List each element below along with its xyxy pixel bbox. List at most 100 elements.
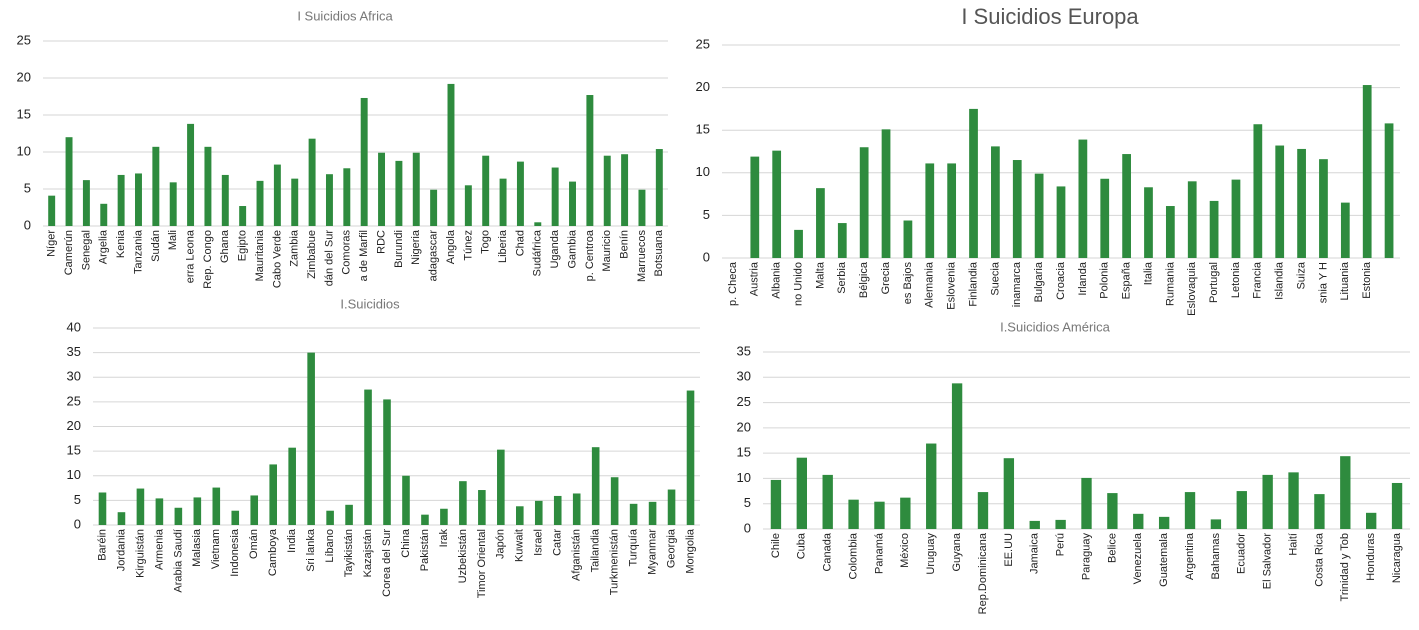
y-tick-label: 35: [67, 344, 81, 359]
bar: [1034, 173, 1044, 258]
x-tick-label: Honduras: [1365, 533, 1377, 581]
x-tick-label: Omán: [248, 529, 260, 559]
bar: [1340, 456, 1351, 529]
x-tick-label: Albania: [771, 261, 783, 299]
x-tick-label: Cabo Verde: [271, 230, 283, 288]
bar: [1236, 491, 1247, 529]
bar: [1122, 154, 1131, 258]
bar: [343, 168, 351, 226]
x-tick-label: Rep.Dominicana: [977, 532, 989, 614]
x-tick-label: Liberia: [497, 229, 509, 263]
x-tick-label: Botsuana: [653, 229, 665, 276]
bar: [1056, 186, 1066, 258]
y-tick-label: 5: [744, 495, 751, 510]
bar: [291, 178, 299, 226]
y-tick-label: 20: [696, 79, 710, 94]
bar: [947, 163, 957, 258]
y-tick-label: 5: [703, 207, 710, 222]
bar: [325, 174, 333, 226]
x-tick-label: Serbia: [836, 261, 848, 294]
x-tick-label: Italia: [1142, 261, 1154, 285]
x-tick-label: Jamaica: [1029, 532, 1041, 574]
y-tick-label: 25: [67, 393, 81, 408]
bar: [239, 206, 247, 226]
x-tick-label: Tayikistán: [343, 529, 355, 577]
bar: [499, 178, 507, 226]
x-tick-label: Eslovaquia: [1186, 261, 1198, 316]
x-tick-label: Islandia: [1274, 261, 1286, 300]
bar: [750, 156, 760, 258]
x-tick-label: es Bajos: [902, 262, 914, 305]
bar: [256, 180, 264, 226]
bar: [402, 475, 410, 525]
bar: [848, 499, 859, 529]
bar: [1210, 519, 1222, 529]
x-tick-label: Myanmar: [646, 529, 658, 575]
bar: [603, 155, 611, 226]
x-tick-label: El Salvador: [1262, 533, 1274, 590]
x-tick-label: Gambia: [566, 229, 578, 268]
x-tick-label: Ecuador: [1236, 533, 1248, 574]
x-tick-label: Malasia: [191, 528, 203, 567]
bar: [796, 457, 807, 529]
bar: [1209, 200, 1219, 258]
bar: [1275, 145, 1285, 258]
x-tick-label: p. Centroa: [584, 229, 596, 281]
x-tick-label: Eslovenia: [946, 261, 958, 310]
x-tick-label: Cuba: [796, 532, 808, 559]
bar: [925, 163, 935, 258]
bar: [1366, 512, 1377, 529]
bar: [770, 479, 782, 529]
x-tick-label: Timor Oriental: [476, 529, 488, 598]
x-tick-label: Alemania: [924, 261, 936, 308]
bar: [136, 488, 145, 525]
x-tick-label: Baréin: [96, 529, 108, 561]
y-tick-label: 10: [67, 467, 81, 482]
x-tick-label: Bélgica: [858, 261, 870, 298]
y-tick-label: 30: [67, 369, 81, 384]
chart-title: I.Suicidios: [340, 296, 400, 311]
x-tick-label: Haití: [1287, 533, 1299, 556]
x-tick-label: Argentina: [1184, 532, 1196, 580]
bar: [360, 97, 368, 226]
y-tick-label: 25: [696, 36, 710, 51]
x-tick-label: erra Leona: [184, 229, 196, 283]
bar: [951, 383, 963, 529]
x-tick-label: China: [400, 528, 412, 558]
bar: [378, 152, 386, 226]
bar: [1253, 124, 1263, 259]
bar: [383, 399, 391, 525]
bar: [1133, 513, 1144, 529]
y-tick-label: 15: [17, 106, 31, 121]
bar: [586, 95, 594, 227]
bar: [430, 189, 438, 226]
bar: [900, 497, 911, 529]
bar: [100, 203, 108, 226]
y-tick-label: 10: [17, 143, 31, 158]
bar: [874, 501, 885, 529]
bar: [837, 223, 847, 258]
bar: [345, 504, 353, 525]
bar: [903, 220, 913, 258]
x-tick-label: Francia: [1252, 261, 1264, 299]
bar: [1029, 520, 1040, 529]
x-tick-label: Camboya: [267, 528, 279, 576]
x-tick-label: Sudán: [150, 230, 162, 262]
x-tick-label: Panamá: [873, 532, 885, 574]
x-tick-label: a de Marfil: [358, 230, 370, 281]
bar: [534, 222, 542, 226]
x-tick-label: Jordania: [115, 528, 127, 571]
x-tick-label: Líbano: [324, 529, 336, 563]
x-tick-label: Irlanda: [1077, 261, 1089, 296]
x-tick-label: Georgia: [665, 528, 677, 568]
bar: [638, 189, 646, 226]
x-tick-label: Armenia: [153, 528, 165, 570]
x-tick-label: Mauritania: [254, 229, 266, 281]
x-tick-label: Nicaragua: [1391, 532, 1403, 583]
x-tick-label: Paraguay: [1080, 533, 1092, 581]
x-tick-label: Zambia: [289, 229, 301, 267]
x-tick-label: Finlandia: [967, 261, 979, 307]
x-tick-label: Angola: [445, 229, 457, 264]
x-tick-label: Chad: [514, 230, 526, 256]
